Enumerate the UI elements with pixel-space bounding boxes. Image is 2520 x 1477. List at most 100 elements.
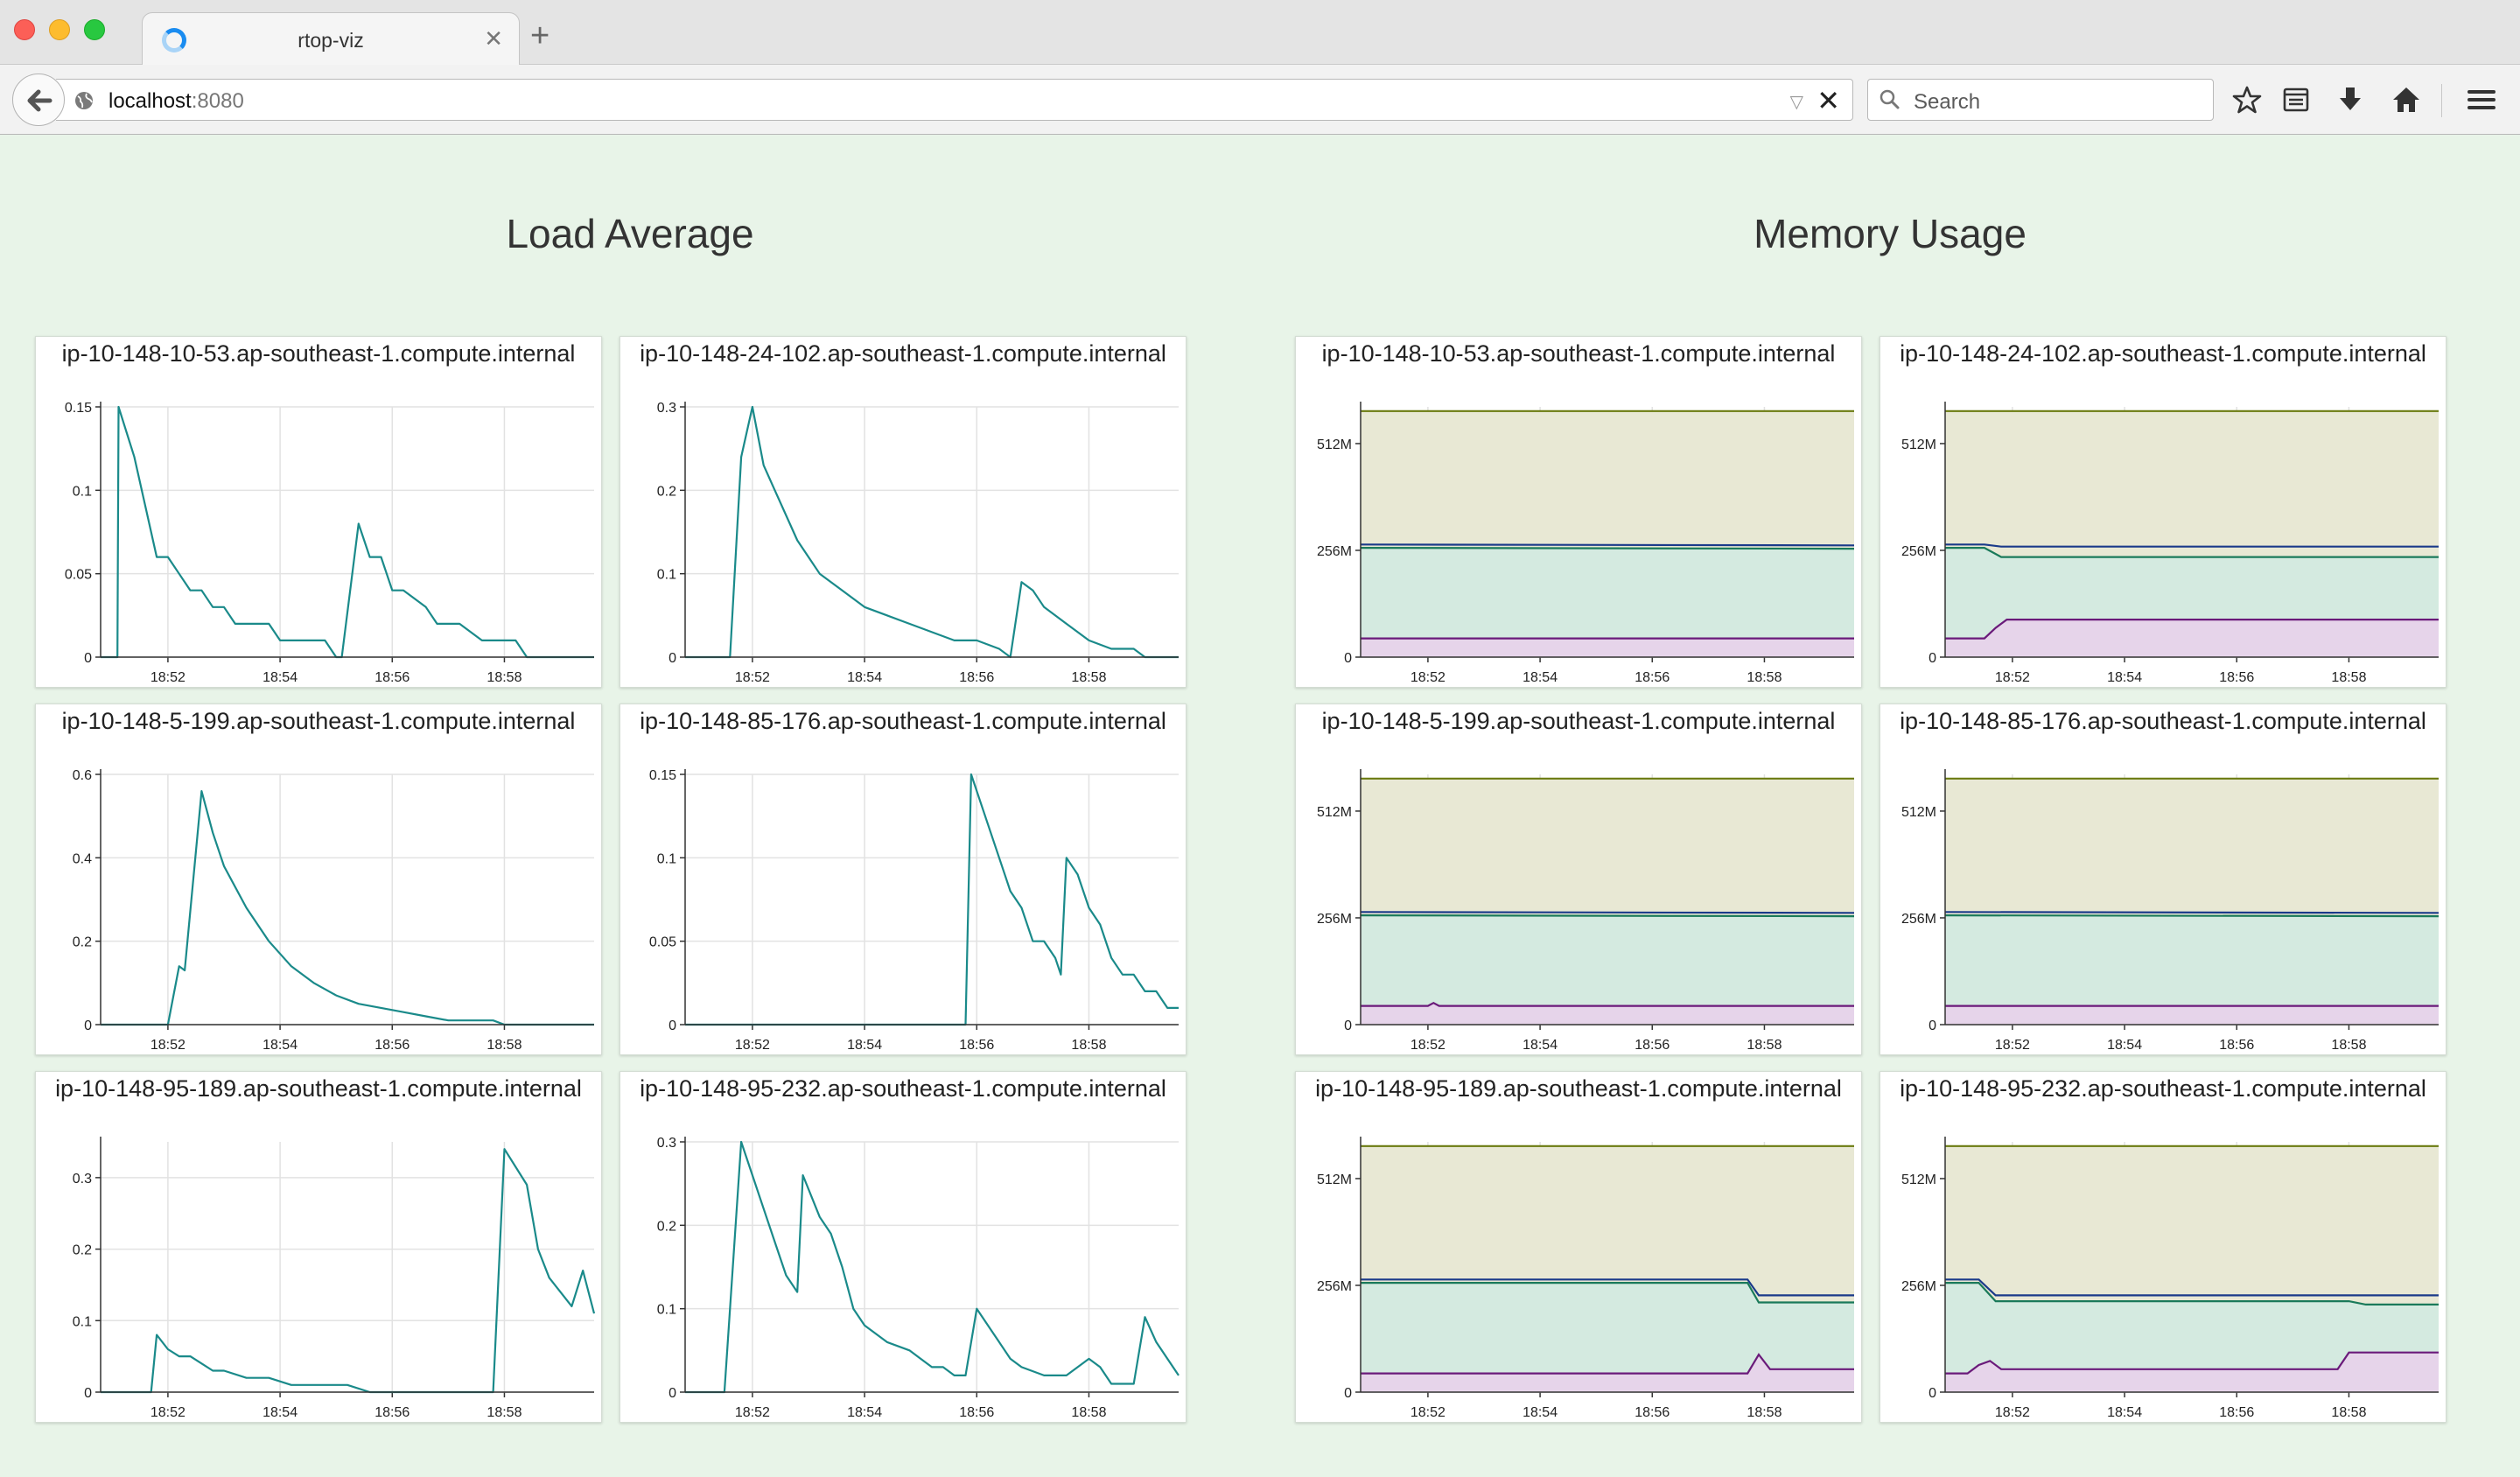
x-tick-label: 18:58: [2331, 1405, 2366, 1420]
y-tick-label: 0: [84, 1386, 92, 1401]
x-tick-label: 18:54: [847, 1405, 882, 1420]
back-button[interactable]: [12, 74, 65, 126]
y-tick-label: 256M: [1901, 1279, 1936, 1294]
x-tick-label: 18:56: [374, 1405, 410, 1420]
y-tick-label: 256M: [1317, 1279, 1352, 1294]
y-tick-label: 512M: [1901, 438, 1936, 452]
x-tick-label: 18:54: [847, 1038, 882, 1053]
y-tick-label: 0.1: [657, 568, 676, 583]
search-box[interactable]: Search: [1867, 79, 2214, 121]
x-tick-label: 18:52: [1410, 670, 1446, 685]
y-tick-label: 0: [1928, 1018, 1936, 1033]
memory-chart: 18:52 18:54 18:56 18:58 0 256M 512M: [1317, 1137, 1854, 1420]
memory-used-line: [1360, 543, 1855, 547]
tab-bar: rtop-viz ✕ +: [0, 0, 2520, 66]
y-tick-label: 256M: [1317, 912, 1352, 927]
memory-used-line: [1361, 1278, 1854, 1297]
browser-tab[interactable]: rtop-viz ✕: [142, 12, 520, 66]
minimize-window-button[interactable]: [49, 19, 70, 40]
memory-cached-line: [1360, 547, 1855, 550]
x-tick-label: 18:52: [1995, 1405, 2030, 1420]
x-tick-label: 18:54: [262, 670, 298, 685]
zoom-window-button[interactable]: [84, 19, 105, 40]
close-window-button[interactable]: [14, 19, 35, 40]
x-tick-label: 18:52: [1410, 1038, 1446, 1053]
y-tick-label: 0: [1344, 1018, 1352, 1033]
y-tick-label: 0.05: [649, 935, 676, 950]
load-series-line: [685, 773, 1179, 1026]
bookmark-star-icon[interactable]: [2231, 84, 2263, 116]
load-chart-panel: 18:52 18:54 18:56 18:58 0 0.05 0.1 0.15 ip-10-14…: [620, 704, 1186, 1055]
memory-buffers-area: [1945, 1352, 2439, 1392]
chart-host-title: ip-10-148-10-53.ap-southeast-1.compute.i…: [1321, 340, 1836, 367]
x-tick-label: 18:56: [1634, 670, 1670, 685]
y-tick-label: 256M: [1317, 544, 1352, 559]
close-tab-icon[interactable]: ✕: [484, 25, 503, 52]
load-series-line: [685, 405, 1179, 659]
x-tick-label: 18:58: [1746, 1038, 1782, 1053]
chart-host-title: ip-10-148-95-189.ap-southeast-1.compute.…: [55, 1075, 582, 1102]
memory-cached-area: [1361, 1283, 1854, 1392]
load-chart-panel: 18:52 18:54 18:56 18:58 0 0.1 0.2 0.3 ip-10-148-…: [35, 1071, 602, 1423]
url-dropdown-icon[interactable]: ▽: [1789, 93, 1803, 112]
x-tick-label: 18:52: [150, 670, 186, 685]
y-tick-label: 0.15: [65, 401, 92, 416]
memory-chart-panel: 18:52 18:54 18:56 18:58 0 256M 512M ip-10-148-9…: [1295, 1071, 1862, 1423]
memory-used-line: [1944, 911, 2440, 914]
load-series-line: [685, 1140, 1180, 1394]
search-input[interactable]: Search: [1914, 90, 1981, 114]
x-tick-label: 18:54: [1522, 670, 1558, 685]
url-port: :8080: [191, 89, 244, 113]
x-tick-label: 18:58: [1746, 670, 1782, 685]
memory-buffers-line: [1361, 1001, 1854, 1007]
url-text[interactable]: localhost:8080: [108, 89, 244, 114]
load-average-title: Load Average: [506, 211, 754, 256]
load-chart: 18:52 18:54 18:56 18:58 0 0.2 0.4 0.6: [73, 768, 594, 1053]
memory-buffers-area: [1945, 620, 2439, 657]
load-chart: 18:52 18:54 18:56 18:58 0 0.05 0.1 0.15: [649, 768, 1179, 1053]
x-tick-label: 18:52: [735, 1038, 770, 1053]
memory-cached-line: [1360, 914, 1855, 918]
memory-chart: 18:52 18:54 18:56 18:58 0 256M 512M: [1901, 1137, 2439, 1420]
hamburger-menu-icon[interactable]: [2466, 84, 2497, 116]
x-tick-label: 18:54: [2107, 670, 2142, 685]
stop-loading-icon[interactable]: ✕: [1816, 85, 1840, 116]
home-icon[interactable]: [2390, 84, 2422, 116]
new-tab-button[interactable]: +: [530, 18, 550, 54]
chart-host-title: ip-10-148-24-102.ap-southeast-1.compute.…: [1900, 340, 2426, 367]
globe-icon: [75, 92, 93, 109]
x-tick-label: 18:54: [262, 1038, 298, 1053]
toolbar-divider: [2441, 84, 2442, 117]
load-chart-panel: 18:52 18:54 18:56 18:58 0 0.1 0.2 0.3 ip-10-148-…: [620, 336, 1186, 688]
x-tick-label: 18:58: [1746, 1405, 1782, 1420]
back-arrow-icon: [27, 89, 52, 112]
y-tick-label: 0: [84, 1018, 92, 1033]
chart-host-title: ip-10-148-95-189.ap-southeast-1.compute.…: [1315, 1075, 1842, 1102]
reading-list-icon[interactable]: [2280, 84, 2312, 116]
x-tick-label: 18:52: [150, 1405, 186, 1420]
x-tick-label: 18:52: [1410, 1405, 1446, 1420]
y-tick-label: 512M: [1317, 438, 1352, 452]
x-tick-label: 18:54: [847, 670, 882, 685]
x-tick-label: 18:52: [150, 1038, 186, 1053]
chart-host-title: ip-10-148-85-176.ap-southeast-1.compute.…: [1900, 708, 2426, 734]
memory-chart: 18:52 18:54 18:56 18:58 0 256M 512M: [1901, 402, 2439, 685]
chart-host-title: ip-10-148-5-199.ap-southeast-1.compute.i…: [61, 708, 576, 734]
y-tick-label: 0.2: [73, 1243, 92, 1258]
y-tick-label: 0.2: [73, 935, 92, 950]
url-bar[interactable]: localhost:8080 ▽ ✕: [56, 79, 1853, 121]
x-tick-label: 18:54: [1522, 1405, 1558, 1420]
memory-usage-title: Memory Usage: [1754, 211, 2026, 256]
load-chart-panel: 18:52 18:54 18:56 18:58 0 0.1 0.2 0.3 ip-10-148-…: [620, 1071, 1186, 1423]
x-tick-label: 18:56: [959, 1038, 994, 1053]
y-tick-label: 0.15: [649, 768, 676, 783]
y-tick-label: 0.3: [73, 1172, 92, 1186]
memory-buffers-line: [1361, 1353, 1854, 1375]
memory-cached-area: [1361, 915, 1854, 1025]
load-chart-panel: 18:52 18:54 18:56 18:58 0 0.05 0.1 0.15 ip-10-14…: [35, 336, 602, 688]
x-tick-label: 18:56: [374, 670, 410, 685]
download-icon[interactable]: [2334, 84, 2366, 116]
x-tick-label: 18:54: [262, 1405, 298, 1420]
load-chart: 18:52 18:54 18:56 18:58 0 0.1 0.2 0.3: [657, 401, 1179, 685]
chart-host-title: ip-10-148-5-199.ap-southeast-1.compute.i…: [1321, 708, 1836, 734]
